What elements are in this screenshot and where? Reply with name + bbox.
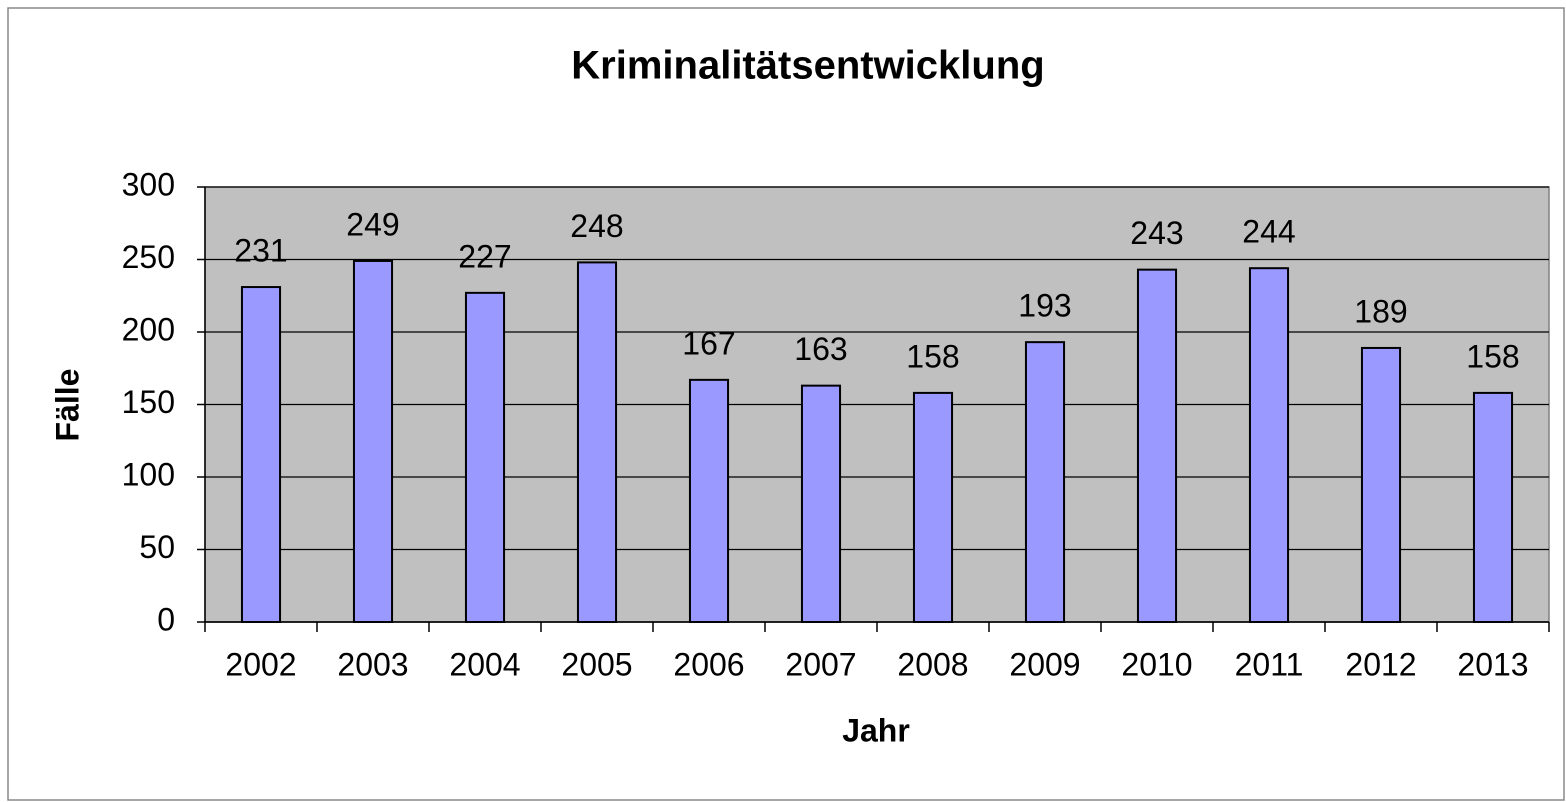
bar xyxy=(1024,341,1066,623)
data-label: 189 xyxy=(1354,293,1407,329)
chart-title: Kriminalitätsentwicklung xyxy=(571,44,1044,88)
bar xyxy=(464,291,506,623)
x-tick-label: 2006 xyxy=(673,646,744,682)
x-tick-label: 2011 xyxy=(1235,646,1304,682)
bar xyxy=(688,378,730,623)
y-tick-label: 50 xyxy=(139,529,175,565)
x-tick-label: 2009 xyxy=(1009,646,1080,682)
x-tick-label: 2008 xyxy=(897,646,968,682)
x-tick-label: 2004 xyxy=(449,646,520,682)
data-label: 227 xyxy=(458,238,511,274)
x-tick-label: 2013 xyxy=(1457,646,1528,682)
data-label: 167 xyxy=(682,325,735,361)
y-tick-label: 150 xyxy=(122,384,175,420)
data-label: 163 xyxy=(794,331,847,367)
data-label: 158 xyxy=(1466,338,1519,374)
data-label: 231 xyxy=(234,233,287,269)
bar xyxy=(1136,268,1178,623)
bar xyxy=(352,259,394,623)
y-tick-label: 200 xyxy=(122,311,175,347)
y-tick-label: 250 xyxy=(122,239,175,275)
x-tick-label: 2002 xyxy=(225,646,296,682)
x-tick-label: 2005 xyxy=(561,646,632,682)
x-tick-label: 2003 xyxy=(337,646,408,682)
bar xyxy=(1472,391,1514,623)
bar xyxy=(576,261,618,623)
x-tick-label: 2010 xyxy=(1121,646,1192,682)
data-label: 243 xyxy=(1130,215,1183,251)
data-label: 248 xyxy=(570,208,623,244)
data-label: 193 xyxy=(1018,288,1071,324)
bar xyxy=(800,384,842,623)
x-tick-label: 2012 xyxy=(1345,646,1416,682)
bar xyxy=(240,286,282,623)
bar xyxy=(1248,267,1290,623)
x-tick-label: 2007 xyxy=(785,646,856,682)
bar xyxy=(1360,346,1402,623)
y-tick-label: 300 xyxy=(122,166,175,202)
data-label: 244 xyxy=(1242,214,1295,250)
x-axis-label: Jahr xyxy=(842,712,910,748)
y-tick-label: 100 xyxy=(122,456,175,492)
bar xyxy=(912,391,954,623)
data-label: 249 xyxy=(346,206,399,242)
y-axis-label: Fälle xyxy=(49,369,85,442)
data-label: 158 xyxy=(906,338,959,374)
y-tick-label: 0 xyxy=(157,601,175,637)
